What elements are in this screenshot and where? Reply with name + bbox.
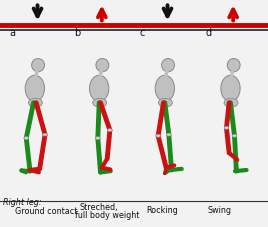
Ellipse shape xyxy=(158,99,172,108)
Ellipse shape xyxy=(95,137,100,140)
Ellipse shape xyxy=(155,76,174,102)
Ellipse shape xyxy=(90,76,109,102)
Ellipse shape xyxy=(162,59,174,72)
Text: Rocking: Rocking xyxy=(146,205,178,214)
Text: Swing: Swing xyxy=(208,205,232,214)
Ellipse shape xyxy=(107,129,112,132)
Text: c: c xyxy=(139,28,145,38)
Ellipse shape xyxy=(93,99,107,108)
Ellipse shape xyxy=(24,137,29,140)
Text: a: a xyxy=(9,28,15,38)
Ellipse shape xyxy=(224,99,238,108)
Text: d: d xyxy=(205,28,211,38)
Ellipse shape xyxy=(227,59,240,72)
Ellipse shape xyxy=(224,127,229,130)
Ellipse shape xyxy=(232,135,237,138)
Ellipse shape xyxy=(156,135,161,138)
Text: Streched,: Streched, xyxy=(79,202,118,211)
Ellipse shape xyxy=(166,134,171,136)
Ellipse shape xyxy=(221,76,240,102)
Ellipse shape xyxy=(28,99,42,108)
Ellipse shape xyxy=(25,76,44,102)
Text: Right leg:: Right leg: xyxy=(3,197,41,206)
Ellipse shape xyxy=(32,59,44,72)
Text: Ground contact: Ground contact xyxy=(15,206,77,215)
Text: b: b xyxy=(74,28,80,38)
Text: full body weight: full body weight xyxy=(75,210,139,219)
Ellipse shape xyxy=(43,134,47,136)
Ellipse shape xyxy=(96,59,109,72)
